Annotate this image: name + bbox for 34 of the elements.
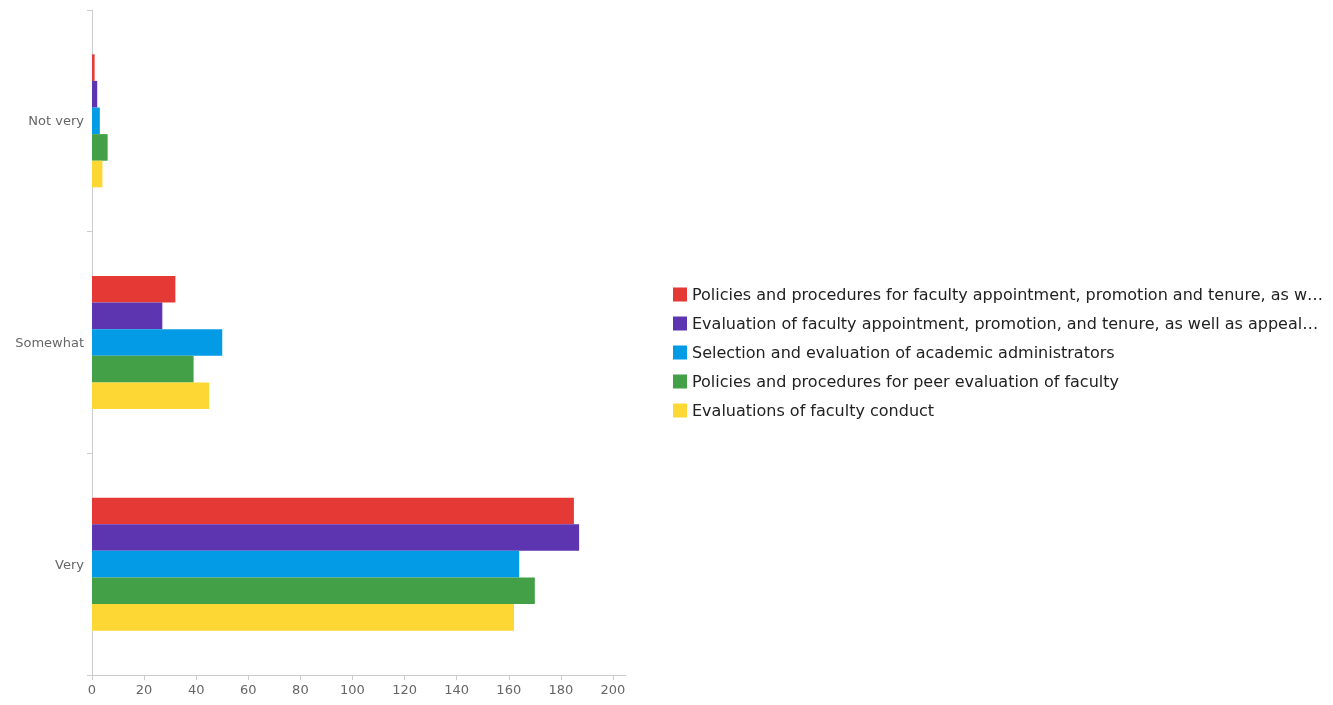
- bar: [92, 134, 108, 161]
- x-tick-label: 40: [187, 682, 205, 697]
- legend-label: Policies and procedures for peer evaluation of faculty: [692, 372, 1119, 391]
- x-tick-label: 80: [292, 682, 309, 697]
- x-tick-label: 180: [548, 682, 574, 697]
- bar: [92, 302, 163, 330]
- x-tick-label: 60: [240, 682, 257, 697]
- x-tick-label: 200: [600, 682, 626, 697]
- bar: [92, 276, 176, 303]
- legend-label: Selection and evaluation of academic administrators: [692, 343, 1115, 362]
- bar: [92, 524, 580, 551]
- y-tick-label: Somewhat: [15, 335, 84, 350]
- bar: [92, 329, 223, 356]
- x-tick-label: 140: [444, 682, 470, 697]
- x-tick-label: 0: [87, 682, 97, 697]
- bar: [92, 577, 535, 605]
- legend-label: Evaluations of faculty conduct: [692, 401, 935, 420]
- x-tick-label: 20: [135, 682, 153, 697]
- bar: [92, 604, 514, 631]
- bar: [92, 80, 98, 108]
- bar: [92, 54, 95, 81]
- bar: [92, 355, 194, 383]
- x-tick-label: 120: [392, 682, 417, 697]
- bar: [92, 107, 100, 135]
- legend-label: Policies and procedures for faculty appointment, promotion and tenure, as w…: [692, 285, 1323, 304]
- x-tick-label: 160: [496, 682, 522, 697]
- bar: [92, 382, 210, 409]
- legend-label: Evaluation of faculty appointment, promotion, and tenure, as well as appeal…: [692, 314, 1319, 333]
- bar: [92, 497, 574, 525]
- bar: [92, 160, 103, 188]
- x-tick-label: 100: [340, 682, 365, 697]
- y-tick-label: Very: [55, 556, 85, 572]
- y-tick-label: Not very: [28, 113, 85, 129]
- bar: [92, 550, 520, 578]
